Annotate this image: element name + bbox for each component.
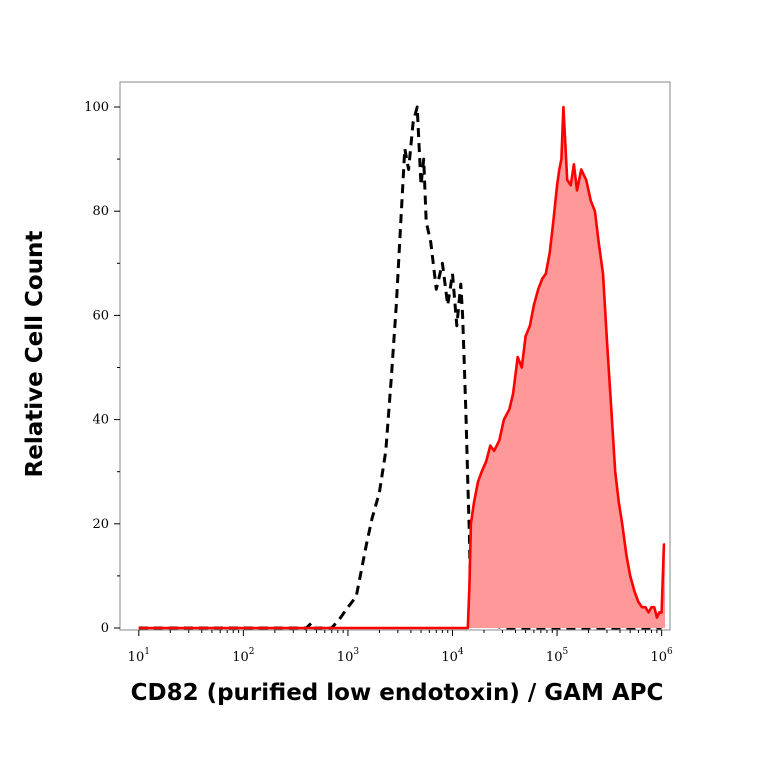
- x-axis: 101 102 103 104 105 106: [128, 630, 673, 665]
- x-tick-label-10: 101: [128, 647, 150, 665]
- y-tick-label-0: 0: [101, 621, 109, 636]
- y-tick-label-20: 20: [92, 517, 109, 532]
- series-1-fill: [138, 107, 666, 628]
- plot-series: [138, 105, 666, 630]
- x-tick-label-10000: 104: [441, 647, 464, 665]
- y-axis: 0 20 40 60 80 100: [84, 100, 120, 636]
- x-tick-label-100: 102: [232, 647, 254, 665]
- x-axis-title: CD82 (purified low endotoxin) / GAM APC: [131, 680, 664, 706]
- y-axis-title: Relative Cell Count: [22, 231, 48, 478]
- y-tick-label-40: 40: [92, 413, 109, 428]
- series-0-line: [138, 105, 662, 630]
- y-tick-label-100: 100: [84, 100, 109, 115]
- x-tick-label-1000: 103: [337, 647, 360, 665]
- x-tick-label-1000000: 106: [650, 647, 673, 665]
- x-tick-label-100000: 105: [546, 647, 569, 665]
- y-tick-label-60: 60: [92, 308, 109, 323]
- plot-frame: [119, 81, 671, 631]
- y-tick-label-80: 80: [92, 204, 109, 219]
- series-1-line: [138, 105, 666, 630]
